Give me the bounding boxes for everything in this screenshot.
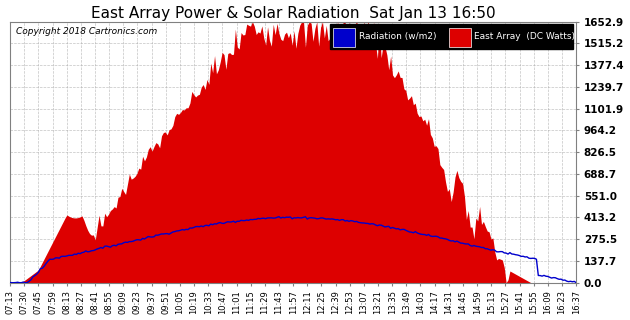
Bar bbox=[333, 28, 355, 46]
Text: Copyright 2018 Cartronics.com: Copyright 2018 Cartronics.com bbox=[16, 27, 157, 36]
Text: Radiation (w/m2): Radiation (w/m2) bbox=[359, 32, 437, 41]
Title: East Array Power & Solar Radiation  Sat Jan 13 16:50: East Array Power & Solar Radiation Sat J… bbox=[91, 5, 495, 20]
FancyBboxPatch shape bbox=[330, 24, 573, 49]
Text: East Array  (DC Watts): East Array (DC Watts) bbox=[474, 32, 575, 41]
Bar bbox=[449, 28, 471, 46]
